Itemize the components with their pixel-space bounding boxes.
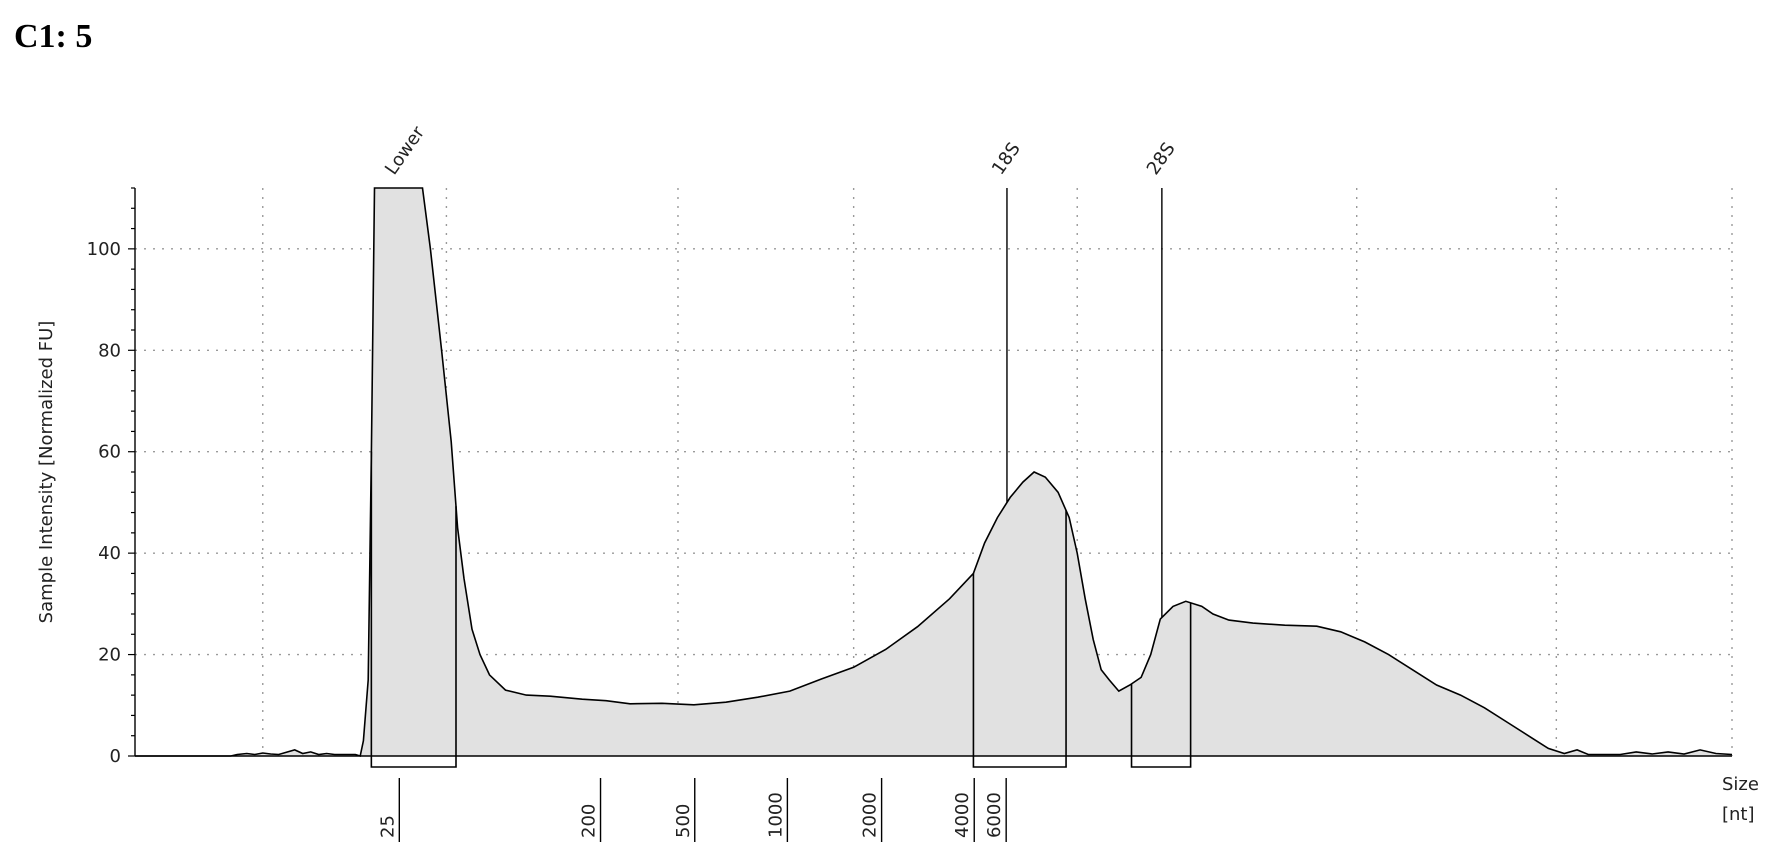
trace-line [135,187,1733,758]
y-tick-label: 20 [98,645,121,666]
x-axis-label: Size [1722,774,1759,795]
peak-label: Lower [381,122,429,179]
y-tick-label: 40 [98,543,121,564]
y-tick-label: 100 [87,239,121,260]
peak-region-bracket [972,510,1067,768]
peak-region-bracket [370,451,457,768]
peak-label: 28S [1143,139,1180,179]
chart-title: C1: 5 [14,18,93,55]
x-axis-unit: [nt] [1722,804,1755,825]
peak-region-layer [370,451,1192,768]
size-ladder-label: 1000 [765,792,786,838]
peak-region-bracket [1130,602,1192,768]
y-tick-label: 80 [98,340,121,361]
size-ladder-label: 200 [579,804,600,838]
size-ladder-label: 2000 [860,792,881,838]
axis-layer: 0 20 40 60 80 100 Sample Intensity [Normalized… [36,187,1759,842]
size-ladder-label: 25 [377,815,398,838]
size-ladder-label: 500 [673,804,694,838]
y-tick-label: 60 [98,442,121,463]
y-tick-label: 0 [110,746,121,767]
y-axis-label: Sample Intensity [Normalized FU] [36,321,57,624]
size-ladder-label: 4000 [952,792,973,838]
trace-area [135,187,1733,758]
size-ladder-label: 6000 [984,792,1005,838]
peak-label: 18S [988,139,1025,179]
trace-fill [135,188,1732,756]
